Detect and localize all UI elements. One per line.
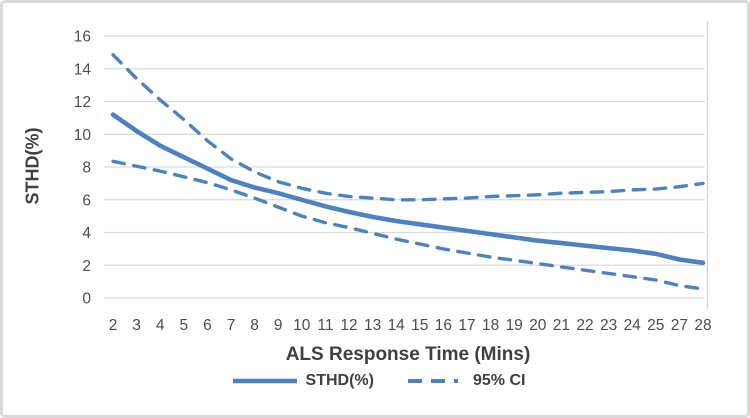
x-tick-label: 15 — [411, 317, 428, 334]
x-tick-label: 24 — [624, 317, 642, 334]
y-tick-label: 16 — [74, 29, 91, 46]
x-tick-label: 20 — [529, 317, 547, 334]
x-tick-label: 8 — [250, 317, 259, 334]
x-tick-label: 14 — [388, 317, 406, 334]
legend-item-ci: 95% CI — [407, 372, 526, 390]
series-line-ci-lower — [111, 159, 705, 291]
legend-label-sthd: STHD(%) — [305, 372, 374, 389]
x-tick-label: 4 — [156, 317, 165, 334]
x-tick-label: 3 — [132, 317, 141, 334]
x-tick-label: 27 — [671, 317, 688, 334]
x-tick-label: 10 — [293, 317, 311, 334]
x-tick-label: 2 — [109, 317, 118, 334]
x-tick-label: 17 — [458, 317, 475, 334]
legend-item-sthd: STHD(%) — [231, 372, 374, 390]
x-axis-title: ALS Response Time (Mins) — [285, 344, 531, 365]
y-axis-title: STHD(%) — [22, 127, 43, 205]
x-tick-label: 6 — [203, 317, 212, 334]
x-tick-label: 21 — [553, 317, 570, 334]
x-tick-label: 12 — [340, 317, 357, 334]
y-tick-label: 2 — [82, 258, 91, 275]
x-tick-label: 7 — [227, 317, 236, 334]
y-tick-label: 4 — [82, 225, 91, 242]
legend-dashed-line-swatch — [407, 379, 466, 383]
x-tick-label: 25 — [647, 317, 664, 334]
series-line-ci-upper — [111, 53, 705, 202]
series-line-sthd — [110, 112, 706, 266]
x-tick-label: 13 — [364, 317, 381, 334]
y-tick-label: 12 — [74, 94, 91, 111]
x-tick-label: 22 — [576, 317, 593, 334]
x-tick-label: 11 — [317, 317, 333, 334]
x-tick-label: 19 — [506, 317, 523, 334]
legend-label-ci: 95% CI — [472, 372, 526, 389]
y-tick-label: 14 — [74, 61, 92, 78]
legend: STHD(%) 95% CI — [3, 372, 747, 390]
x-tick-label: 5 — [179, 317, 188, 334]
y-tick-label: 10 — [74, 127, 92, 144]
x-tick-label: 16 — [435, 317, 452, 334]
x-tick-label: 28 — [694, 317, 711, 334]
x-tick-label: 18 — [482, 317, 499, 334]
legend-solid-line-swatch — [232, 378, 297, 384]
y-tick-label: 6 — [82, 192, 91, 209]
x-tick-label: 23 — [600, 317, 617, 334]
y-tick-label: 0 — [82, 291, 91, 308]
x-tick-label: 9 — [274, 317, 283, 334]
y-tick-label: 8 — [82, 160, 91, 177]
